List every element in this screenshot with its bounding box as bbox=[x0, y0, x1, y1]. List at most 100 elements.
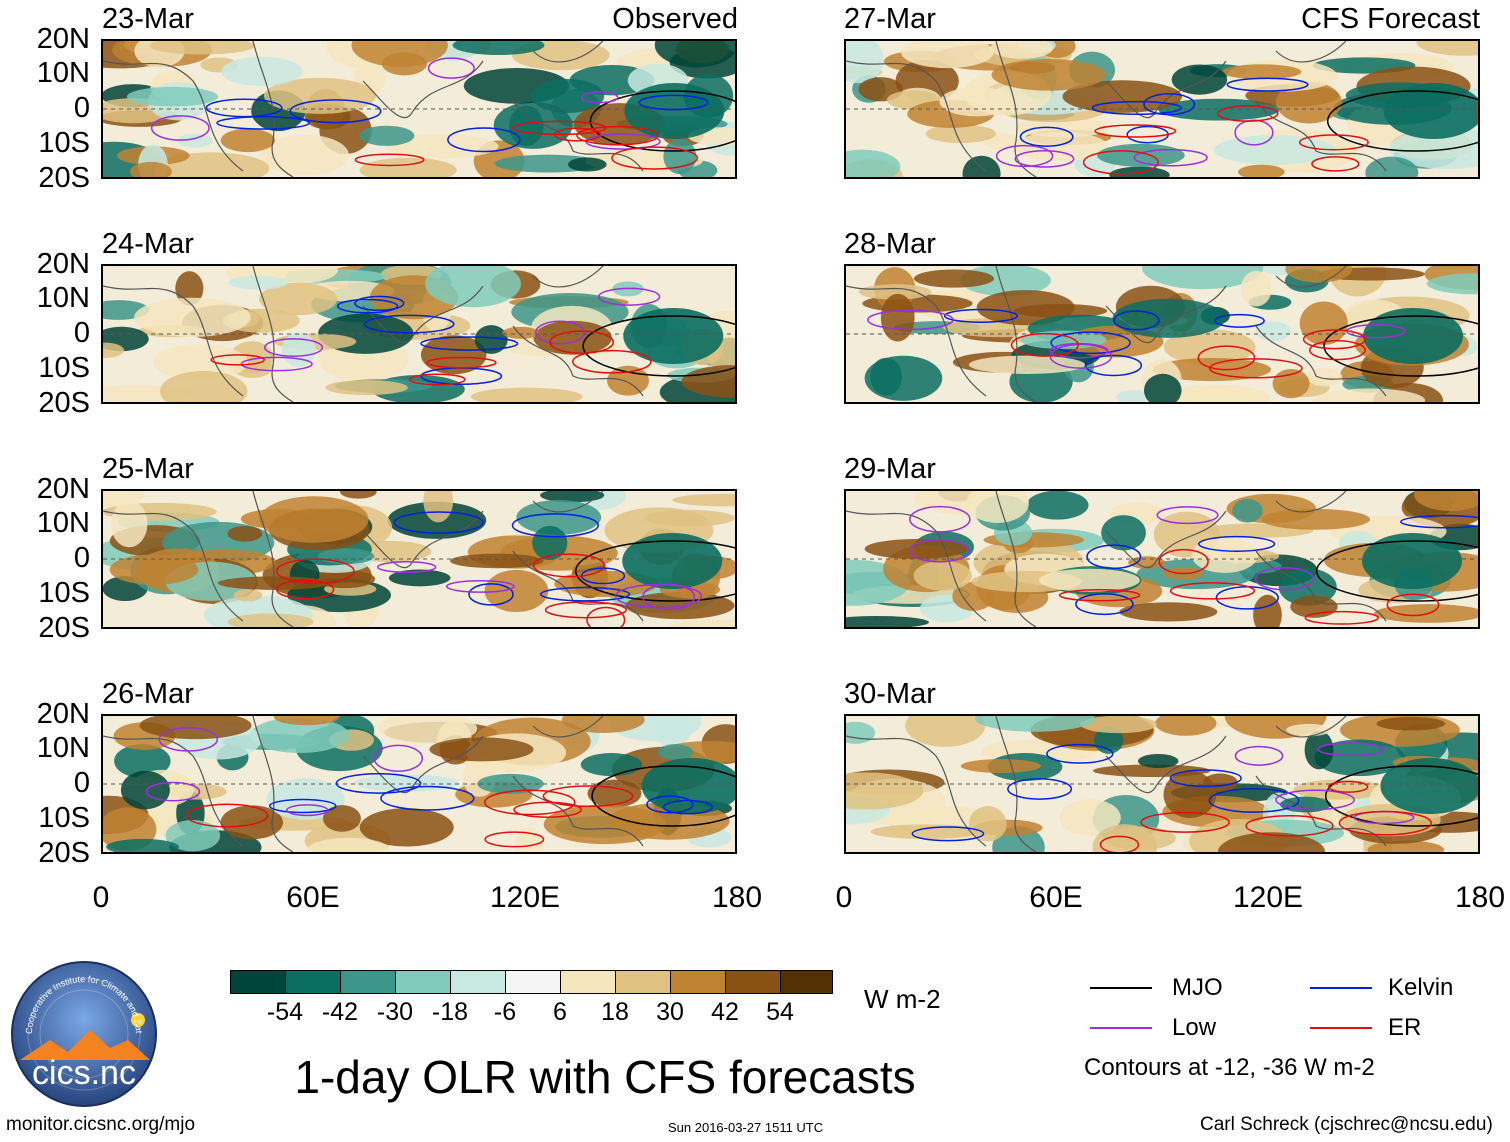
kelvin-contour bbox=[1075, 593, 1134, 616]
lat-label: 10S bbox=[38, 352, 90, 384]
negative-anomaly-blob bbox=[388, 569, 451, 587]
lat-label: 0 bbox=[73, 317, 90, 349]
negative-anomaly-blob bbox=[532, 525, 568, 561]
coastline bbox=[532, 716, 604, 738]
coastline bbox=[846, 510, 987, 622]
low-contour bbox=[1133, 148, 1208, 167]
map-panel-28mar bbox=[844, 264, 1480, 404]
positive-anomaly-blob bbox=[129, 161, 172, 177]
positive-anomaly-blob bbox=[1413, 491, 1478, 512]
coastline bbox=[1105, 735, 1227, 794]
positive-anomaly-blob bbox=[325, 380, 408, 396]
coastline bbox=[846, 735, 987, 847]
positive-anomaly-blob bbox=[672, 493, 735, 507]
mjo-contour bbox=[575, 540, 735, 602]
positive-anomaly-blob bbox=[901, 41, 994, 69]
coastline bbox=[362, 510, 484, 569]
low-contour bbox=[597, 287, 661, 306]
colorbar-tick-label: -42 bbox=[321, 998, 359, 1026]
convection-core bbox=[1361, 533, 1462, 589]
legend-label-low: Low bbox=[1172, 1014, 1217, 1041]
map-panel-24mar bbox=[101, 264, 737, 404]
positive-anomaly-blob bbox=[227, 525, 263, 542]
negative-anomaly-blob bbox=[974, 716, 1096, 732]
footer-credit: Carl Schreck (cjschrec@ncsu.edu) bbox=[1200, 1114, 1493, 1135]
er-contour bbox=[511, 120, 607, 136]
negative-anomaly-blob bbox=[516, 499, 602, 535]
positive-anomaly-blob bbox=[913, 269, 995, 288]
negative-anomaly-blob bbox=[354, 774, 460, 792]
kelvin-contour bbox=[1208, 788, 1300, 813]
colorbar-tick-label: -18 bbox=[431, 998, 469, 1026]
kelvin-contour bbox=[216, 116, 311, 130]
low-contour bbox=[995, 144, 1054, 168]
positive-anomaly-blob bbox=[1272, 369, 1310, 399]
coastline bbox=[995, 491, 1037, 627]
er-contour bbox=[484, 831, 545, 848]
colorbar-tick-label: -6 bbox=[493, 998, 517, 1026]
negative-anomaly-blob bbox=[126, 86, 219, 107]
negative-anomaly-blob bbox=[531, 79, 605, 114]
convection-core bbox=[1380, 758, 1478, 814]
positive-anomaly-blob bbox=[1314, 388, 1426, 402]
olr-map bbox=[846, 41, 1478, 177]
negative-anomaly-blob bbox=[317, 548, 375, 565]
positive-anomaly-blob bbox=[103, 342, 125, 358]
lat-label: 20S bbox=[38, 162, 90, 194]
panel-date-24mar: 24-Mar bbox=[102, 228, 194, 260]
er-contour bbox=[576, 125, 659, 146]
colorbar-tick-label: 30 bbox=[656, 998, 684, 1026]
low-contour bbox=[534, 320, 586, 345]
coastline bbox=[252, 716, 294, 852]
positive-anomaly-blob bbox=[340, 491, 377, 499]
kelvin-contour bbox=[268, 798, 337, 814]
low-contour bbox=[1317, 742, 1384, 757]
colorbar-swatch bbox=[340, 970, 396, 994]
footer-url[interactable]: monitor.cicsnc.org/mjo bbox=[6, 1114, 196, 1135]
coastline bbox=[1255, 325, 1387, 397]
positive-anomaly-blob bbox=[378, 716, 478, 745]
low-contour bbox=[263, 338, 324, 357]
er-contour bbox=[1082, 150, 1159, 175]
positive-anomaly-blob bbox=[990, 41, 1054, 59]
observed-title: Observed bbox=[612, 3, 738, 35]
positive-anomaly-blob bbox=[233, 589, 263, 602]
positive-anomaly-blob bbox=[470, 387, 583, 402]
er-contour bbox=[1298, 134, 1369, 151]
colorbar-tick-label: 42 bbox=[711, 998, 739, 1026]
kelvin-contour bbox=[1007, 778, 1073, 800]
positive-anomaly-blob bbox=[864, 539, 968, 559]
kelvin-contour bbox=[1085, 354, 1143, 377]
mjo-contour bbox=[1326, 90, 1478, 152]
coastline bbox=[1255, 550, 1387, 622]
coastline bbox=[1275, 266, 1347, 288]
map-panel-26mar bbox=[101, 714, 737, 854]
negative-anomaly-blob bbox=[846, 721, 876, 744]
positive-anomaly-blob bbox=[1062, 80, 1183, 113]
er-contour bbox=[1094, 124, 1177, 138]
mjo-contour bbox=[582, 315, 735, 377]
low-contour bbox=[1254, 567, 1315, 591]
positive-anomaly-blob bbox=[134, 297, 251, 337]
kelvin-contour bbox=[1050, 331, 1131, 355]
legend-line-mjo bbox=[1090, 987, 1152, 989]
low-contour bbox=[867, 309, 954, 331]
coastline bbox=[1275, 716, 1347, 738]
negative-anomaly-blob bbox=[177, 133, 213, 148]
mjo-contour bbox=[591, 765, 735, 827]
er-contour bbox=[1197, 345, 1256, 371]
coastline bbox=[1275, 41, 1347, 63]
kelvin-contour bbox=[1019, 126, 1074, 147]
coastline bbox=[1105, 60, 1227, 119]
coastline bbox=[362, 60, 484, 119]
colorbar-swatch bbox=[285, 970, 341, 994]
er-contour bbox=[354, 153, 425, 167]
low-contour bbox=[240, 356, 313, 372]
low-contour bbox=[580, 91, 619, 104]
lon-label: 120E bbox=[489, 881, 561, 914]
coastline bbox=[532, 266, 604, 288]
kelvin-contour bbox=[420, 336, 519, 351]
negative-anomaly-blob bbox=[1097, 143, 1185, 167]
positive-anomaly-blob bbox=[968, 355, 1086, 374]
lon-label: 60E bbox=[1029, 881, 1083, 914]
